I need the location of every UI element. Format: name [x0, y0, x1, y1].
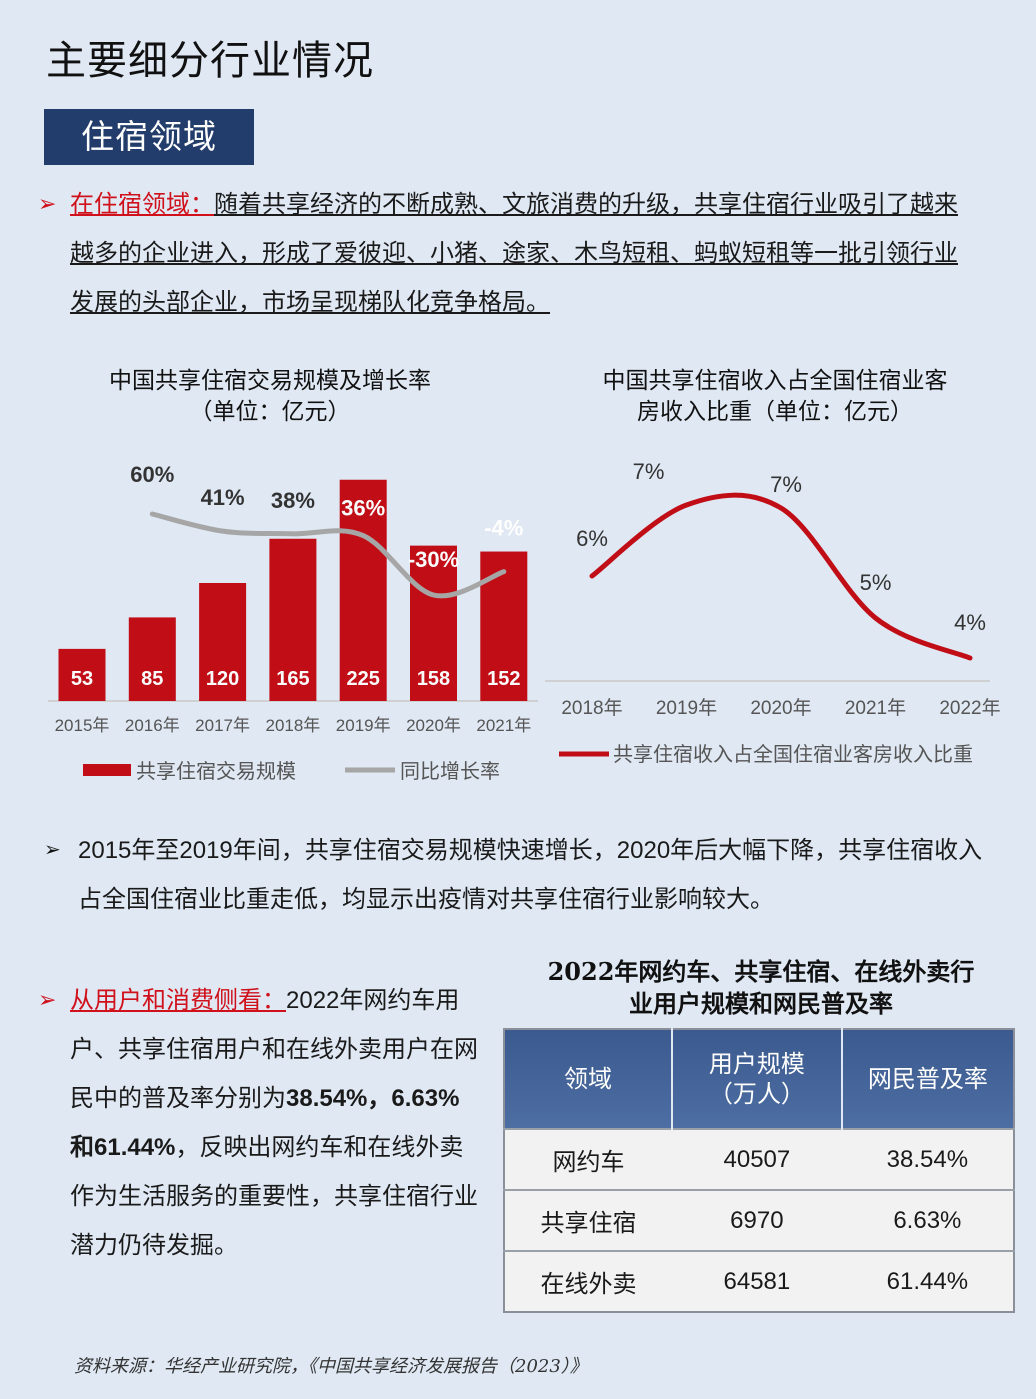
- growth-value-label: 60%: [130, 462, 174, 487]
- arrow-bullet-icon: ➢: [38, 988, 57, 1013]
- x-tick-label: 2015年: [55, 716, 110, 735]
- chart1-title-line2: （单位：亿元）: [189, 399, 351, 425]
- chart1-title-line1: 中国共享住宿交易规模及增长率: [109, 368, 431, 394]
- bar-value-label: 158: [417, 668, 450, 690]
- bar: [339, 479, 387, 701]
- legend-bar-label: 共享住宿交易规模: [136, 760, 296, 783]
- source-note: 资料来源：华经产业研究院，《中国共享经济发展报告（2023）》: [74, 1356, 588, 1377]
- section-tag: 住宿领域: [44, 109, 254, 165]
- header-domain: 领域: [504, 1029, 673, 1129]
- ratio-line: [589, 492, 973, 661]
- growth-value-label: 38%: [271, 488, 315, 513]
- cell-domain: 在线外卖: [504, 1250, 673, 1312]
- x-tick-label: 2019年: [336, 716, 391, 735]
- ratio-value-label: 6%: [576, 526, 608, 551]
- bar-value-label: 120: [206, 668, 239, 690]
- table-row: 网约车 40507 38.54%: [504, 1128, 1014, 1190]
- chart2-title-line1: 中国共享住宿收入占全国住宿业客: [602, 368, 948, 394]
- ratio-value-label: 7%: [633, 459, 665, 484]
- growth-value-label: 41%: [201, 485, 245, 510]
- intro-body: 随着共享经济的不断成熟、文旅消费的升级，共享住宿行业吸引了越来越多的企业进入，形…: [70, 190, 958, 316]
- ratio-value-label: 5%: [860, 570, 892, 595]
- table-title-line2: 业用户规模和网民普及率: [629, 989, 893, 1018]
- table-row: 在线外卖 64581 61.44%: [504, 1250, 1014, 1312]
- bar: [128, 617, 176, 701]
- penetration-table: 领域 用户规模 （万人） 网民普及率 网约车 40507 38.54% 共享住宿 …: [503, 1028, 1015, 1313]
- summary-paragraph: ➢ 2015年至2019年间，共享住宿交易规模快速增长，2020年后大幅下降，共…: [44, 826, 1004, 924]
- legend-line-label: 共享住宿收入占全国住宿业客房收入比重: [613, 743, 973, 766]
- bar-value-label: 152: [487, 668, 520, 690]
- cell-rate: 38.54%: [841, 1128, 1014, 1190]
- x-tick-label: 2020年: [406, 716, 461, 735]
- header-rate: 网民普及率: [840, 1029, 1014, 1129]
- summary-text: 2015年至2019年间，共享住宿交易规模快速增长，2020年后大幅下降，共享住…: [78, 837, 983, 913]
- user-body1: 2022年网约车用户、共享住宿用户和在线外卖用户在网民中的普及率分别为: [70, 987, 478, 1112]
- chart1-bar-line: 53 2015年 85 2016年 120 2017年 165 2018年 225 2019年 15…: [48, 462, 538, 783]
- user-body2: ，反映出网约车和在线外卖作为生活服务的重要性，共享住宿行业潜力仍待发掘。: [70, 1133, 478, 1259]
- cell-users: 64581: [672, 1250, 842, 1312]
- x-tick-label: 2016年: [125, 716, 180, 735]
- x-tick-label: 2020年: [750, 697, 811, 719]
- chart1-title: 中国共享住宿交易规模及增长率 （单位：亿元）: [60, 366, 480, 428]
- table-title-line1: 2022年网约车、共享住宿、在线外卖行: [547, 957, 975, 986]
- legend-line-label: 同比增长率: [400, 760, 500, 783]
- x-tick-label: 2022年: [939, 697, 1000, 719]
- intro-paragraph: ➢ 在住宿领域：随着共享经济的不断成熟、文旅消费的升级，共享住宿行业吸引了越来越…: [38, 180, 978, 327]
- growth-value-label: -30%: [408, 547, 459, 572]
- chart2-title: 中国共享住宿收入占全国住宿业客 房收入比重（单位：亿元）: [560, 366, 990, 428]
- chart2-title-line2: 房收入比重（单位：亿元）: [637, 399, 913, 425]
- cell-domain: 共享住宿: [504, 1189, 673, 1251]
- header-users: 用户规模 （万人）: [671, 1029, 842, 1129]
- x-tick-label: 2021年: [476, 716, 531, 735]
- intro-lead: 在住宿领域：: [70, 190, 214, 218]
- bar-value-label: 85: [141, 668, 163, 690]
- header-users-line1: 用户规模: [708, 1050, 805, 1078]
- header-users-line2: （万人）: [708, 1080, 805, 1108]
- user-paragraph: ➢ 从用户和消费侧看：2022年网约车用户、共享住宿用户和在线外卖用户在网民中的…: [38, 976, 478, 1270]
- x-tick-label: 2017年: [195, 716, 250, 735]
- x-tick-label: 2021年: [845, 697, 906, 719]
- bar: [269, 538, 317, 701]
- bar: [58, 648, 106, 701]
- bar-value-label: 165: [276, 668, 309, 690]
- cell-users: 40507: [672, 1128, 842, 1190]
- bar: [410, 545, 457, 701]
- ratio-value-label: 7%: [770, 472, 802, 497]
- bar-value-label: 225: [347, 668, 380, 690]
- arrow-bullet-icon: ➢: [38, 192, 57, 217]
- bar: [199, 583, 247, 701]
- cell-rate: 61.44%: [841, 1250, 1014, 1312]
- table-header-row: 领域 用户规模 （万人） 网民普及率: [504, 1029, 1014, 1129]
- table-row: 共享住宿 6970 6.63%: [504, 1189, 1014, 1251]
- bar-value-label: 53: [71, 668, 93, 690]
- user-lead: 从用户和消费侧看：: [70, 986, 286, 1014]
- table-title: 2022年网约车、共享住宿、在线外卖行 业用户规模和网民普及率: [506, 956, 1016, 1020]
- cell-users: 6970: [672, 1189, 842, 1251]
- page-title: 主要细分行业情况: [46, 38, 374, 84]
- bar: [480, 551, 528, 701]
- growth-line: [149, 511, 507, 599]
- x-tick-label: 2018年: [561, 697, 622, 719]
- growth-value-label: -4%: [484, 516, 523, 541]
- cell-rate: 6.63%: [841, 1189, 1014, 1251]
- chart2-line: 6% 2018年 7% 2019年 7% 2020年 5% 2021年 4% 2022年共享住宿收…: [545, 459, 1001, 766]
- x-tick-label: 2018年: [265, 716, 320, 735]
- x-tick-label: 2019年: [656, 697, 717, 719]
- legend-bar-swatch: [83, 764, 131, 776]
- growth-value-label: 36%: [341, 496, 385, 521]
- cell-domain: 网约车: [504, 1128, 673, 1190]
- user-bold-values: 38.54%，6.63%和61.44%: [70, 1085, 460, 1161]
- ratio-value-label: 4%: [954, 610, 986, 635]
- arrow-bullet-icon: ➢: [44, 839, 61, 861]
